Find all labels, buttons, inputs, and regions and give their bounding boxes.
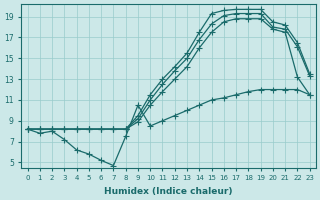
X-axis label: Humidex (Indice chaleur): Humidex (Indice chaleur) [104,187,233,196]
